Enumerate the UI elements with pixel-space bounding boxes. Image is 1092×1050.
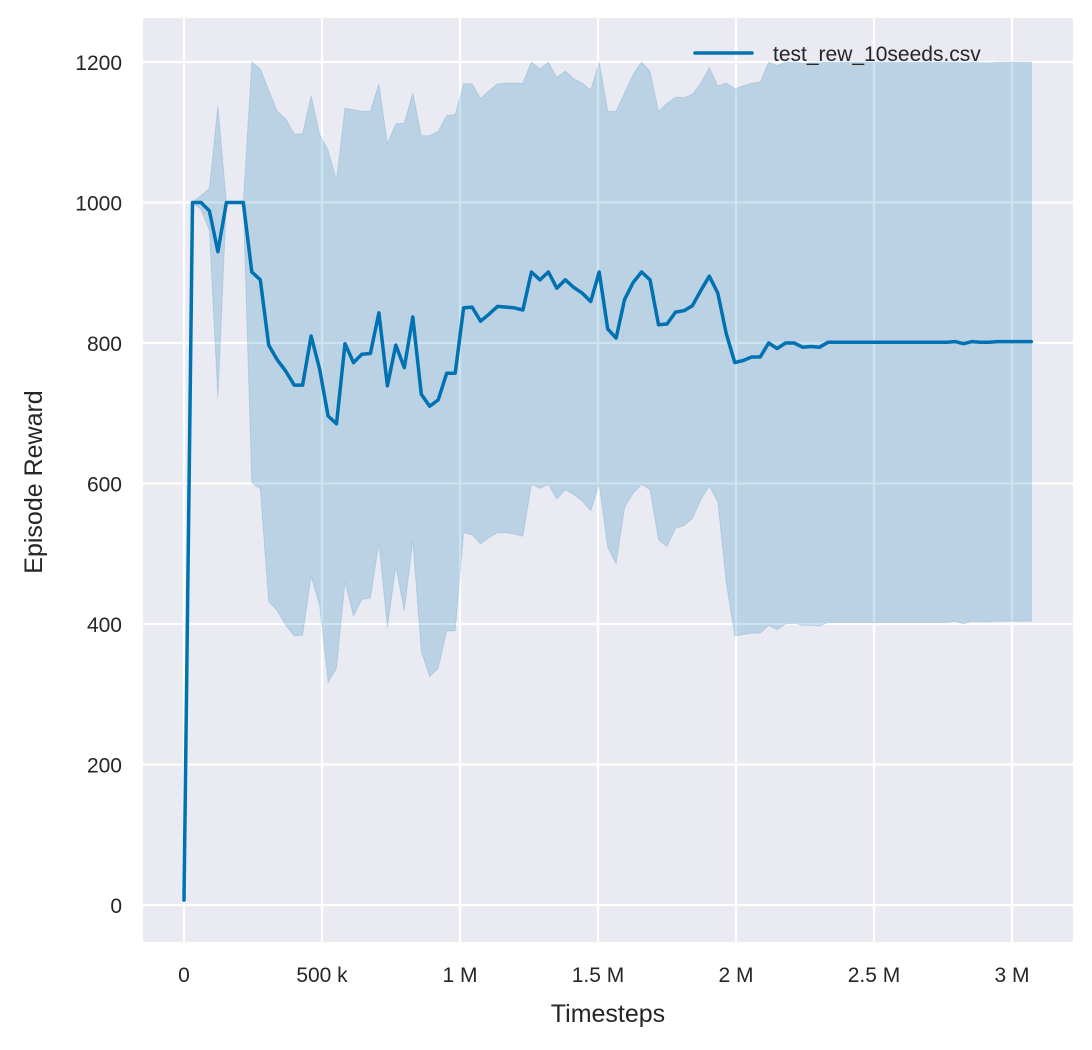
y-tick-label: 0 (110, 895, 122, 918)
x-tick-label: 1.5 M (572, 964, 625, 987)
plot-area (143, 18, 1073, 942)
y-tick-label: 1200 (75, 52, 122, 75)
y-tick-label: 600 (87, 473, 122, 496)
x-tick-label: 0 (178, 964, 190, 987)
y-tick-label: 200 (87, 754, 122, 777)
y-tick-label: 1000 (75, 192, 122, 215)
series-points (183, 202, 1032, 901)
x-tick-label: 500 k (296, 964, 348, 987)
y-axis-label: Episode Reward (20, 390, 48, 573)
x-axis-label: Timesteps (551, 1000, 665, 1028)
x-tick-label: 1 M (443, 964, 478, 987)
y-tick-labels: 0 200 400 600 800 1000 1200 (75, 52, 122, 918)
series-lines (182, 200, 1034, 902)
x-tick-labels: 0 500 k 1 M 1.5 M 2 M 2.5 M 3 M (178, 964, 1029, 987)
y-tick-label: 800 (87, 333, 122, 356)
legend-label: test_rew_10seeds.csv (773, 43, 981, 66)
y-tick-label: 400 (87, 614, 122, 637)
x-tick-label: 2 M (718, 964, 753, 987)
gridlines (143, 18, 1073, 942)
x-tick-label: 3 M (994, 964, 1029, 987)
legend: test_rew_10seeds.csv (693, 43, 981, 66)
x-tick-label: 2.5 M (848, 964, 901, 987)
